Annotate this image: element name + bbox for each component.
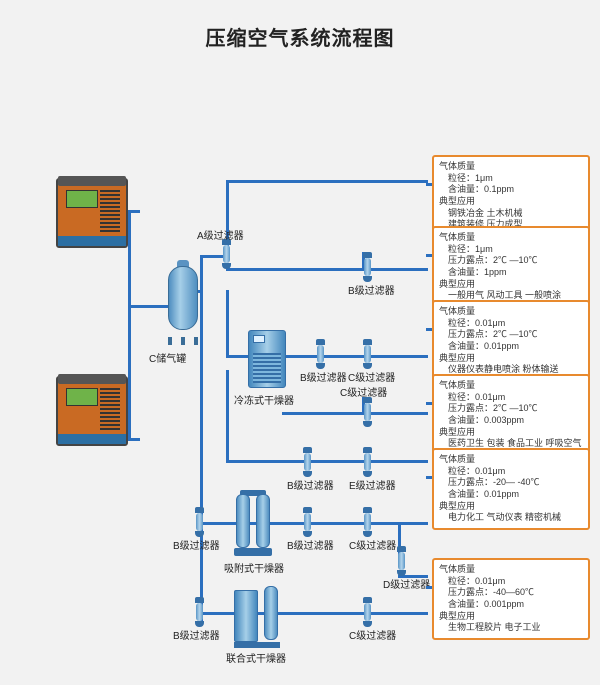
pipe bbox=[128, 210, 140, 213]
pipe bbox=[226, 370, 229, 460]
spec-box-4: 气体质量 粒径：0.01μm 压力露点：2℃ —10℃ 含油量：0.003ppm… bbox=[432, 374, 590, 456]
pipe-to-box-1 bbox=[426, 183, 432, 186]
spec-box-1: 气体质量 粒径：1μm 含油量：0.1ppm典型应用 钢铁冶金 土木机械 建筑装… bbox=[432, 155, 590, 237]
filter-B_dryer_out bbox=[303, 447, 312, 477]
pipe-to-box-6 bbox=[426, 586, 432, 589]
spec-box-5: 气体质量 粒径：0.01μm 压力露点：-20— -40℃ 含油量：0.01pp… bbox=[432, 448, 590, 530]
pipe-to-box-5 bbox=[426, 476, 432, 479]
diagram-canvas: 压缩空气系统流程图 { "title": "压缩空气系统流程图", "color… bbox=[0, 0, 600, 685]
diagram-title: 压缩空气系统流程图 bbox=[0, 22, 600, 51]
spec-box-6: 气体质量 粒径：0.01μm 压力露点：-40—60℃ 含油量：0.001ppm… bbox=[432, 558, 590, 640]
filter-label-B_mid1: B级过滤器 bbox=[300, 369, 347, 384]
filter-label-D_abs: D级过滤器 bbox=[383, 576, 430, 591]
spec-box-3: 气体质量 粒径：0.01μm 压力露点：2℃ —10℃ 含油量：0.01ppm典… bbox=[432, 300, 590, 382]
filter-B_top bbox=[363, 252, 372, 282]
filter-label-C_comb: C级过滤器 bbox=[349, 627, 396, 642]
combined-dryer-label: 联合式干燥器 bbox=[226, 650, 286, 665]
spec-box-2: 气体质量 粒径：1μm 压力露点：2℃ —10℃ 含油量：1ppm典型应用 一般… bbox=[432, 226, 590, 308]
pipe-to-box-3 bbox=[426, 328, 432, 331]
combined-dryer bbox=[234, 582, 280, 648]
pipe-to-box-4 bbox=[426, 402, 432, 405]
air-tank bbox=[162, 260, 204, 345]
pipe bbox=[226, 290, 229, 358]
filter-label-B_abs_in: B级过滤器 bbox=[173, 537, 220, 552]
filter-A bbox=[222, 239, 231, 269]
filter-label-E: E级过滤器 bbox=[349, 477, 396, 492]
pipe bbox=[226, 268, 428, 271]
filter-label-A: A级过滤器 bbox=[197, 227, 244, 242]
filter-B_abs_out bbox=[303, 507, 312, 537]
absorption-dryer bbox=[234, 490, 272, 556]
tank-label: C储气罐 bbox=[149, 350, 186, 365]
filter-C_mid2 bbox=[363, 397, 372, 427]
filter-B_comb_in bbox=[195, 597, 204, 627]
pipe bbox=[128, 210, 131, 440]
filter-label-C_abs: C级过滤器 bbox=[349, 537, 396, 552]
filter-label-C_mid1: C级过滤器 bbox=[348, 369, 395, 384]
filter-C_mid1 bbox=[363, 339, 372, 369]
refrigerated-dryer-label: 冷冻式干燥器 bbox=[234, 392, 294, 407]
pipe bbox=[226, 460, 428, 463]
pipe bbox=[282, 412, 428, 415]
filter-label-B_comb_in: B级过滤器 bbox=[173, 627, 220, 642]
filter-E bbox=[363, 447, 372, 477]
filter-label-C_mid2: C级过滤器 bbox=[340, 384, 387, 399]
air-compressor-2 bbox=[56, 376, 128, 446]
pipe bbox=[128, 438, 140, 441]
filter-B_mid1 bbox=[316, 339, 325, 369]
filter-B_abs_in bbox=[195, 507, 204, 537]
filter-D_abs bbox=[397, 546, 406, 576]
absorption-dryer-label: 吸附式干燥器 bbox=[224, 560, 284, 575]
pipe bbox=[226, 180, 428, 183]
air-compressor-1 bbox=[56, 178, 128, 248]
filter-label-B_dryer_out: B级过滤器 bbox=[287, 477, 334, 492]
pipe-to-box-2 bbox=[426, 254, 432, 257]
filter-C_comb bbox=[363, 597, 372, 627]
filter-label-B_abs_out: B级过滤器 bbox=[287, 537, 334, 552]
filter-label-B_top: B级过滤器 bbox=[348, 282, 395, 297]
refrigerated-dryer bbox=[248, 330, 286, 388]
filter-C_abs bbox=[363, 507, 372, 537]
